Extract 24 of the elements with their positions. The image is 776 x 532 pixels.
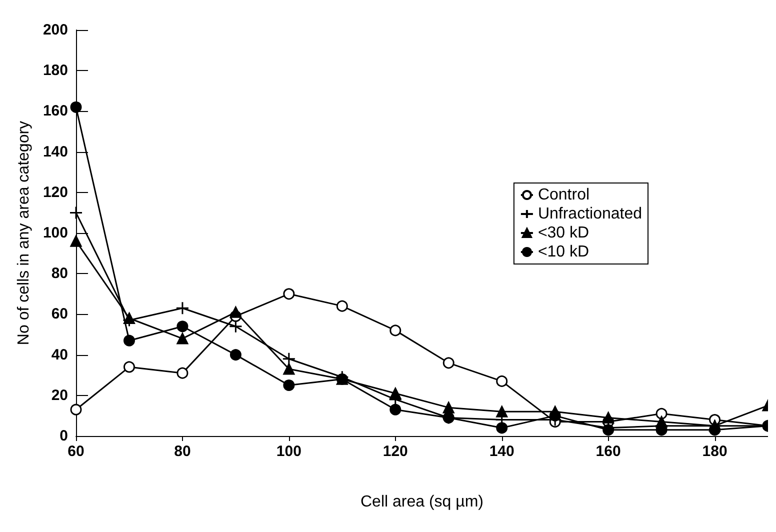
y-axis-title: No of cells in any area category [16,120,32,346]
legend-label: <10 kD [538,244,590,260]
x-axis-title: Cell area (sq µm) [360,494,484,510]
legend-label: Control [538,186,590,204]
y-tick-label: 100 [42,224,68,242]
x-tick-label: 80 [174,443,191,460]
y-tick-label: 120 [42,184,68,201]
y-tick-label: 60 [51,306,68,323]
x-tick-label: 160 [596,443,621,460]
y-tick-label: 80 [51,265,68,282]
x-tick-label: 60 [68,443,84,460]
y-tick-label: 140 [42,143,68,160]
x-tick-label: 120 [382,443,408,460]
y-tick-label: 20 [51,386,68,404]
x-tick-label: 100 [276,443,302,460]
legend-label: Unfractionated [538,206,642,222]
x-tick-label: 180 [702,443,728,460]
y-tick-label: 160 [42,102,68,120]
y-tick-label: 180 [42,62,68,80]
y-tick-label: 40 [51,346,68,364]
legend-label: <30 kD [538,224,590,242]
y-tick-label: 0 [60,428,68,444]
y-tick-label: 200 [42,22,68,38]
x-tick-label: 140 [489,443,514,460]
